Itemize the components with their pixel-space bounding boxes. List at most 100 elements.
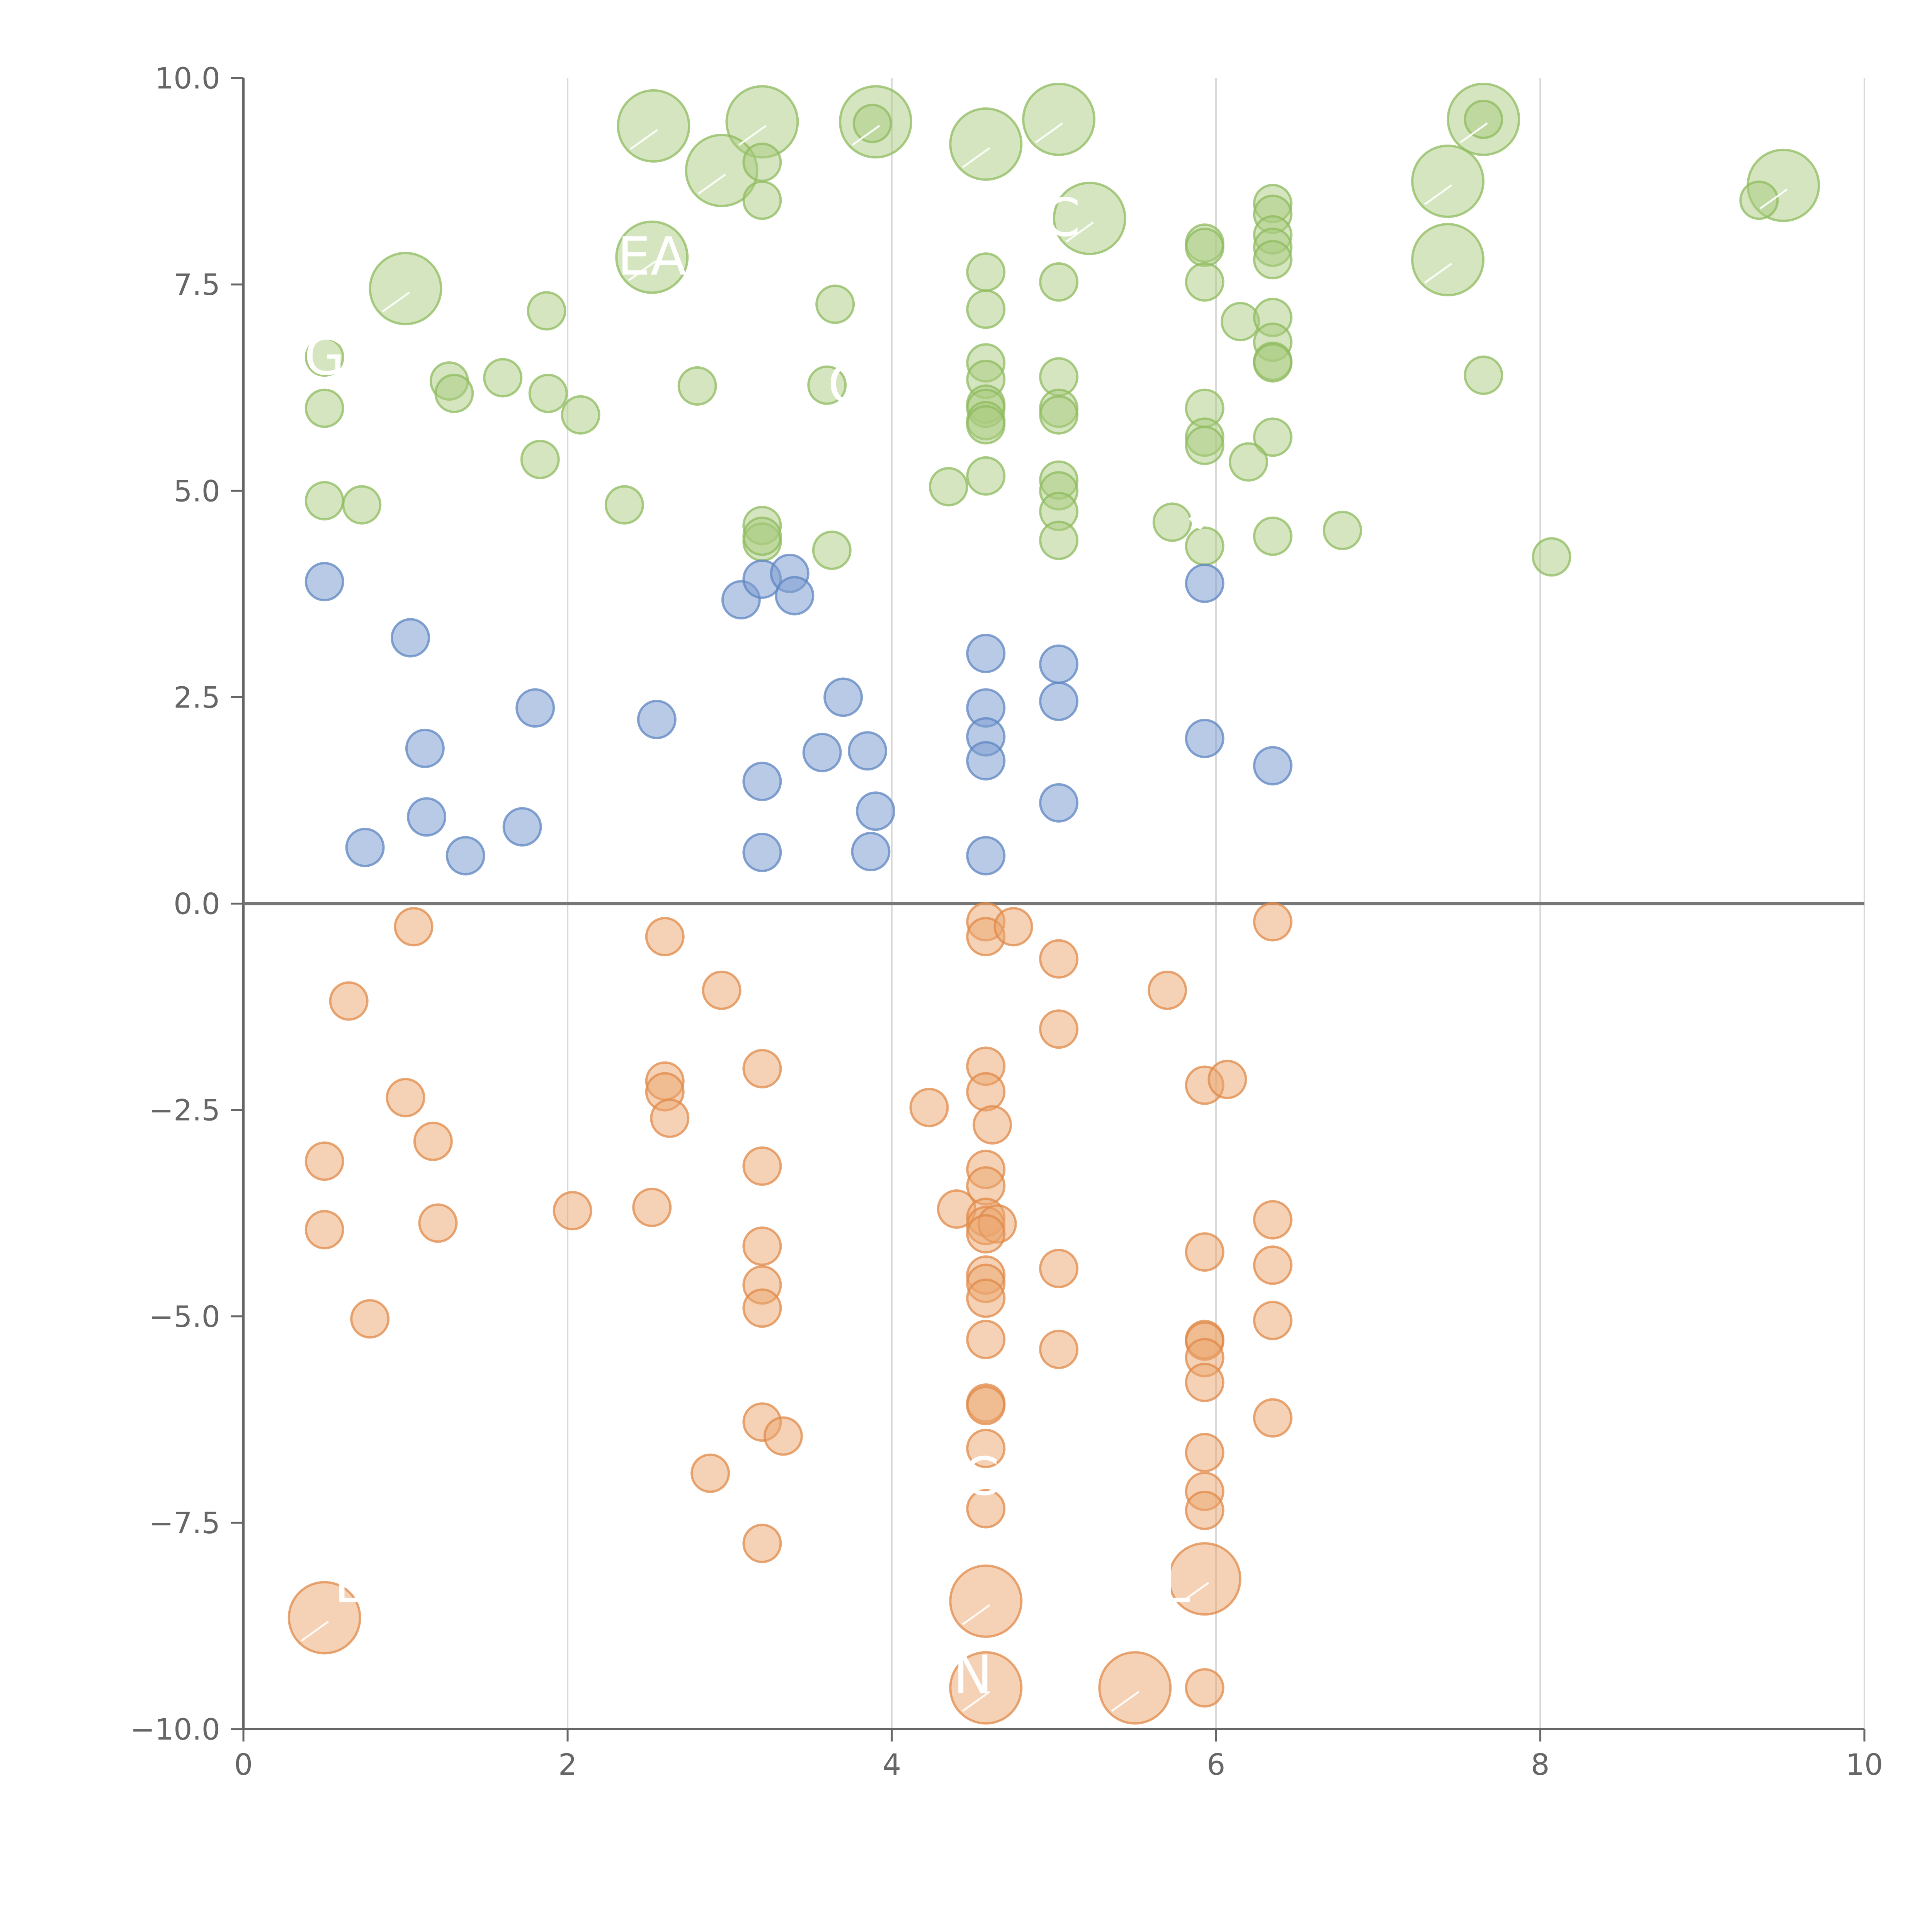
green-data-point[interactable] (1253, 343, 1293, 383)
orange-data-point[interactable] (1039, 1330, 1079, 1369)
green-data-point[interactable] (304, 481, 344, 520)
blue-data-point[interactable] (407, 797, 447, 837)
green-data-point[interactable] (1185, 425, 1225, 465)
green-data-point[interactable] (1039, 395, 1079, 435)
green-data-point[interactable] (483, 358, 523, 398)
blue-data-point[interactable] (1039, 644, 1079, 684)
orange-data-point[interactable] (1253, 1200, 1293, 1240)
blue-data-point[interactable] (851, 832, 891, 871)
green-data-point[interactable] (342, 485, 382, 525)
green-data-point[interactable] (742, 516, 782, 556)
green-data-point[interactable] (1253, 417, 1293, 457)
green-data-point[interactable] (1411, 145, 1485, 218)
blue-data-point[interactable] (775, 576, 815, 616)
blue-data-point[interactable] (405, 728, 445, 768)
orange-data-point[interactable] (966, 1072, 1006, 1112)
green-data-point[interactable] (527, 291, 566, 331)
orange-data-point[interactable] (1185, 1362, 1225, 1402)
green-data-point[interactable] (1323, 510, 1362, 550)
green-data-point[interactable] (1411, 223, 1485, 297)
green-data-point[interactable] (1253, 240, 1293, 280)
orange-data-point[interactable] (1098, 1651, 1172, 1725)
orange-data-point[interactable] (650, 1098, 690, 1138)
orange-data-point[interactable] (966, 1386, 1006, 1425)
green-data-point[interactable] (742, 180, 782, 220)
orange-data-point[interactable] (304, 1210, 344, 1250)
orange-data-point[interactable] (1039, 1248, 1079, 1288)
orange-data-point[interactable] (909, 1088, 949, 1128)
blue-data-point[interactable] (823, 677, 863, 717)
blue-data-point[interactable] (1039, 682, 1079, 721)
green-data-point[interactable] (966, 456, 1006, 496)
green-data-point[interactable] (929, 467, 968, 507)
orange-data-point[interactable] (966, 1214, 1006, 1254)
blue-data-point[interactable] (446, 836, 485, 876)
orange-data-point[interactable] (287, 1581, 361, 1655)
green-data-point[interactable] (1464, 99, 1503, 139)
orange-data-point[interactable] (1168, 1542, 1242, 1616)
orange-data-point[interactable] (763, 1416, 803, 1456)
green-data-point[interactable] (1152, 502, 1192, 542)
orange-data-point[interactable] (742, 1049, 782, 1088)
orange-data-point[interactable] (966, 1278, 1006, 1318)
green-data-point[interactable] (812, 531, 852, 570)
green-data-point[interactable] (1532, 537, 1571, 577)
green-data-point[interactable] (304, 337, 344, 377)
orange-data-point[interactable] (742, 1288, 782, 1328)
blue-data-point[interactable] (1253, 746, 1293, 786)
green-data-point[interactable] (1464, 355, 1503, 395)
green-data-point[interactable] (815, 284, 855, 324)
green-data-point[interactable] (852, 104, 892, 143)
orange-data-point[interactable] (304, 1141, 344, 1181)
orange-data-point[interactable] (1039, 939, 1079, 979)
orange-data-point[interactable] (1253, 1398, 1293, 1438)
orange-data-point[interactable] (645, 917, 685, 956)
orange-data-point[interactable] (993, 907, 1033, 947)
blue-data-point[interactable] (966, 634, 1006, 673)
green-data-point[interactable] (1185, 227, 1225, 267)
orange-data-point[interactable] (1208, 1060, 1247, 1099)
blue-data-point[interactable] (1185, 719, 1225, 759)
blue-data-point[interactable] (856, 791, 896, 831)
blue-data-point[interactable] (502, 807, 542, 847)
green-data-point[interactable] (966, 405, 1006, 445)
green-data-point[interactable] (1053, 182, 1126, 255)
blue-data-point[interactable] (1185, 563, 1225, 603)
orange-data-point[interactable] (1253, 1301, 1293, 1340)
green-data-point[interactable] (1228, 442, 1268, 482)
orange-data-point[interactable] (1148, 970, 1187, 1010)
orange-data-point[interactable] (394, 907, 434, 947)
green-data-point[interactable] (1022, 82, 1096, 156)
green-data-point[interactable] (1739, 180, 1779, 220)
green-data-point[interactable] (1220, 302, 1260, 342)
green-data-point[interactable] (604, 485, 644, 525)
blue-data-point[interactable] (742, 762, 782, 801)
green-data-point[interactable] (528, 374, 568, 413)
orange-data-point[interactable] (949, 1651, 1023, 1725)
blue-data-point[interactable] (515, 688, 555, 728)
green-data-point[interactable] (615, 220, 689, 294)
orange-data-point[interactable] (966, 1320, 1006, 1359)
orange-data-point[interactable] (418, 1203, 458, 1243)
orange-data-point[interactable] (690, 1453, 730, 1493)
green-data-point[interactable] (617, 89, 690, 163)
orange-data-point[interactable] (1185, 1433, 1225, 1473)
green-data-point[interactable] (304, 388, 344, 428)
green-data-point[interactable] (434, 374, 474, 413)
green-data-point[interactable] (966, 289, 1006, 329)
orange-data-point[interactable] (350, 1299, 390, 1339)
blue-data-point[interactable] (304, 562, 344, 602)
orange-data-point[interactable] (1039, 1009, 1079, 1049)
blue-data-point[interactable] (1039, 783, 1079, 823)
green-data-point[interactable] (369, 252, 442, 325)
orange-data-point[interactable] (1253, 902, 1293, 942)
orange-data-point[interactable] (973, 1105, 1012, 1145)
green-data-point[interactable] (1185, 262, 1225, 302)
blue-data-point[interactable] (345, 828, 385, 867)
orange-data-point[interactable] (632, 1187, 672, 1227)
orange-data-point[interactable] (966, 1489, 1006, 1529)
orange-data-point[interactable] (949, 1564, 1023, 1638)
blue-data-point[interactable] (966, 836, 1006, 876)
orange-data-point[interactable] (1185, 1232, 1225, 1272)
orange-data-point[interactable] (329, 981, 369, 1021)
